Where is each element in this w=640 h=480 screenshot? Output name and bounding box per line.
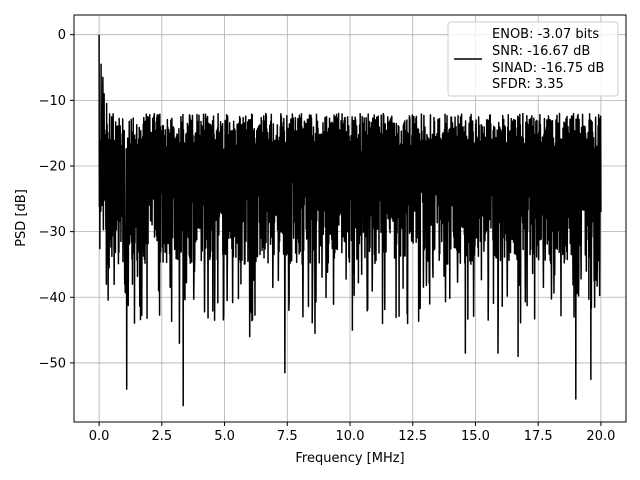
legend: ENOB: -3.07 bits SNR: -16.67 dB SINAD: -… (447, 21, 619, 97)
psd-series-line (98, 34, 602, 407)
legend-box (447, 21, 619, 97)
x-tick-label: 12.5 (398, 429, 427, 444)
y-tick-label: −30 (39, 225, 66, 240)
x-axis: 0.0 2.5 5.0 7.5 10.0 12.5 15.0 17.5 20.0 (89, 422, 615, 444)
y-tick-label: −40 (39, 291, 66, 306)
plot-area (98, 34, 602, 407)
x-tick-label: 5.0 (214, 429, 235, 444)
x-tick-label: 10.0 (336, 429, 365, 444)
x-tick-label: 7.5 (277, 429, 298, 444)
legend-line-snr: SNR: -16.67 dB (492, 44, 590, 59)
legend-line-sfdr: SFDR: 3.35 (492, 77, 564, 92)
y-axis: 0 −10 −20 −30 −40 −50 (39, 28, 74, 371)
y-tick-label: −10 (39, 94, 66, 109)
x-tick-label: 15.0 (461, 429, 490, 444)
x-tick-label: 20.0 (586, 429, 615, 444)
y-tick-label: 0 (58, 28, 66, 43)
legend-line-enob: ENOB: -3.07 bits (492, 27, 599, 42)
x-tick-label: 0.0 (89, 429, 110, 444)
y-axis-label: PSD [dB] (14, 189, 29, 247)
x-axis-label: Frequency [MHz] (295, 451, 404, 466)
x-tick-label: 2.5 (151, 429, 172, 444)
y-tick-label: −20 (39, 159, 66, 174)
legend-line-sinad: SINAD: -16.75 dB (492, 61, 604, 76)
y-tick-label: −50 (39, 356, 66, 371)
x-tick-label: 17.5 (524, 429, 553, 444)
